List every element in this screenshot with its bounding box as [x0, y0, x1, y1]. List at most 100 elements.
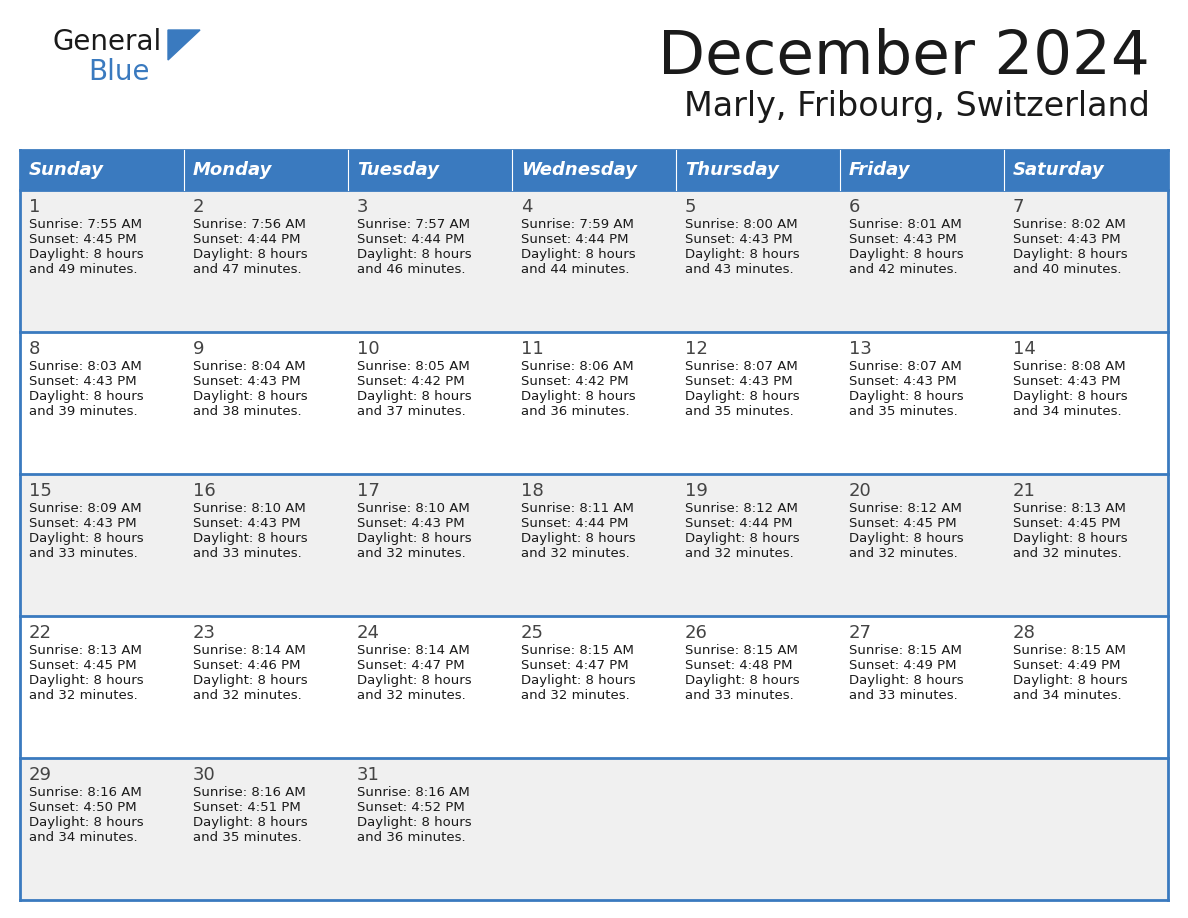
Text: and 35 minutes.: and 35 minutes.: [192, 831, 302, 844]
Text: 2: 2: [192, 198, 204, 216]
Text: Marly, Fribourg, Switzerland: Marly, Fribourg, Switzerland: [684, 90, 1150, 123]
Text: and 39 minutes.: and 39 minutes.: [29, 405, 138, 418]
Text: Sunset: 4:44 PM: Sunset: 4:44 PM: [685, 517, 792, 530]
Text: and 32 minutes.: and 32 minutes.: [29, 689, 138, 702]
Text: Sunrise: 8:05 AM: Sunrise: 8:05 AM: [358, 360, 469, 373]
Text: Sunset: 4:44 PM: Sunset: 4:44 PM: [522, 233, 628, 246]
Text: Daylight: 8 hours: Daylight: 8 hours: [685, 390, 800, 403]
Text: 14: 14: [1013, 340, 1036, 358]
Text: Thursday: Thursday: [685, 161, 779, 179]
Text: 29: 29: [29, 766, 52, 784]
Text: Blue: Blue: [88, 58, 150, 86]
Text: and 33 minutes.: and 33 minutes.: [29, 547, 138, 560]
Text: 1: 1: [29, 198, 40, 216]
Text: 22: 22: [29, 624, 52, 642]
Text: 26: 26: [685, 624, 708, 642]
Text: Sunset: 4:42 PM: Sunset: 4:42 PM: [358, 375, 465, 388]
Text: Daylight: 8 hours: Daylight: 8 hours: [522, 532, 636, 545]
Bar: [348, 150, 512, 190]
Text: Saturday: Saturday: [1013, 161, 1105, 179]
Text: Sunrise: 8:15 AM: Sunrise: 8:15 AM: [849, 644, 962, 657]
Text: Daylight: 8 hours: Daylight: 8 hours: [358, 674, 472, 687]
Bar: [512, 150, 676, 190]
Text: and 32 minutes.: and 32 minutes.: [849, 547, 958, 560]
Text: Daylight: 8 hours: Daylight: 8 hours: [192, 816, 308, 829]
Text: Sunset: 4:45 PM: Sunset: 4:45 PM: [849, 517, 956, 530]
Text: Sunrise: 8:16 AM: Sunrise: 8:16 AM: [358, 786, 469, 799]
Text: Sunset: 4:50 PM: Sunset: 4:50 PM: [29, 801, 137, 814]
Text: Sunrise: 8:12 AM: Sunrise: 8:12 AM: [685, 502, 798, 515]
Text: and 36 minutes.: and 36 minutes.: [522, 405, 630, 418]
Text: 7: 7: [1013, 198, 1024, 216]
Text: December 2024: December 2024: [658, 28, 1150, 87]
Text: Daylight: 8 hours: Daylight: 8 hours: [522, 390, 636, 403]
Text: Sunrise: 7:56 AM: Sunrise: 7:56 AM: [192, 218, 305, 231]
Text: 25: 25: [522, 624, 544, 642]
Text: 27: 27: [849, 624, 872, 642]
Text: 28: 28: [1013, 624, 1036, 642]
Text: 21: 21: [1013, 482, 1036, 500]
Text: and 32 minutes.: and 32 minutes.: [685, 547, 794, 560]
Text: and 35 minutes.: and 35 minutes.: [685, 405, 794, 418]
Text: Daylight: 8 hours: Daylight: 8 hours: [29, 532, 144, 545]
Text: Sunday: Sunday: [29, 161, 105, 179]
Text: Sunrise: 8:09 AM: Sunrise: 8:09 AM: [29, 502, 141, 515]
Text: 31: 31: [358, 766, 380, 784]
Text: Sunrise: 8:14 AM: Sunrise: 8:14 AM: [358, 644, 469, 657]
Text: 6: 6: [849, 198, 860, 216]
Text: Sunrise: 8:13 AM: Sunrise: 8:13 AM: [29, 644, 141, 657]
Text: Sunrise: 8:03 AM: Sunrise: 8:03 AM: [29, 360, 141, 373]
Bar: [20, 332, 1168, 474]
Text: Daylight: 8 hours: Daylight: 8 hours: [29, 390, 144, 403]
Text: and 32 minutes.: and 32 minutes.: [358, 547, 466, 560]
Text: 19: 19: [685, 482, 708, 500]
Text: Sunset: 4:45 PM: Sunset: 4:45 PM: [1013, 517, 1120, 530]
Text: 13: 13: [849, 340, 872, 358]
Text: Daylight: 8 hours: Daylight: 8 hours: [685, 248, 800, 261]
Bar: [1004, 150, 1168, 190]
Text: Daylight: 8 hours: Daylight: 8 hours: [685, 674, 800, 687]
Text: Sunset: 4:44 PM: Sunset: 4:44 PM: [522, 517, 628, 530]
Bar: [20, 190, 1168, 332]
Bar: [840, 150, 1004, 190]
Text: Daylight: 8 hours: Daylight: 8 hours: [192, 532, 308, 545]
Text: Daylight: 8 hours: Daylight: 8 hours: [192, 674, 308, 687]
Text: Sunrise: 7:59 AM: Sunrise: 7:59 AM: [522, 218, 634, 231]
Text: Sunset: 4:43 PM: Sunset: 4:43 PM: [29, 517, 137, 530]
Text: Sunrise: 7:55 AM: Sunrise: 7:55 AM: [29, 218, 143, 231]
Text: 17: 17: [358, 482, 380, 500]
Text: Sunrise: 8:16 AM: Sunrise: 8:16 AM: [192, 786, 305, 799]
Text: Sunset: 4:43 PM: Sunset: 4:43 PM: [1013, 375, 1120, 388]
Text: and 32 minutes.: and 32 minutes.: [522, 547, 630, 560]
Polygon shape: [168, 30, 200, 60]
Text: Sunset: 4:45 PM: Sunset: 4:45 PM: [29, 233, 137, 246]
Text: and 35 minutes.: and 35 minutes.: [849, 405, 958, 418]
Text: and 33 minutes.: and 33 minutes.: [685, 689, 794, 702]
Text: Sunset: 4:43 PM: Sunset: 4:43 PM: [1013, 233, 1120, 246]
Text: 20: 20: [849, 482, 872, 500]
Text: Daylight: 8 hours: Daylight: 8 hours: [29, 248, 144, 261]
Text: Sunset: 4:42 PM: Sunset: 4:42 PM: [522, 375, 628, 388]
Text: Sunset: 4:43 PM: Sunset: 4:43 PM: [849, 375, 956, 388]
Text: Sunset: 4:48 PM: Sunset: 4:48 PM: [685, 659, 792, 672]
Text: Daylight: 8 hours: Daylight: 8 hours: [522, 248, 636, 261]
Text: Daylight: 8 hours: Daylight: 8 hours: [849, 532, 963, 545]
Text: Sunrise: 8:07 AM: Sunrise: 8:07 AM: [685, 360, 798, 373]
Text: Sunrise: 8:02 AM: Sunrise: 8:02 AM: [1013, 218, 1126, 231]
Text: Daylight: 8 hours: Daylight: 8 hours: [849, 390, 963, 403]
Text: Sunset: 4:43 PM: Sunset: 4:43 PM: [192, 517, 301, 530]
Text: Daylight: 8 hours: Daylight: 8 hours: [192, 390, 308, 403]
Text: Sunrise: 7:57 AM: Sunrise: 7:57 AM: [358, 218, 470, 231]
Text: 8: 8: [29, 340, 40, 358]
Text: 30: 30: [192, 766, 216, 784]
Text: Sunrise: 8:13 AM: Sunrise: 8:13 AM: [1013, 502, 1126, 515]
Text: and 44 minutes.: and 44 minutes.: [522, 263, 630, 276]
Text: Daylight: 8 hours: Daylight: 8 hours: [358, 816, 472, 829]
Text: Daylight: 8 hours: Daylight: 8 hours: [849, 248, 963, 261]
Text: Sunrise: 8:14 AM: Sunrise: 8:14 AM: [192, 644, 305, 657]
Text: Sunset: 4:43 PM: Sunset: 4:43 PM: [685, 233, 792, 246]
Text: 5: 5: [685, 198, 696, 216]
Text: and 47 minutes.: and 47 minutes.: [192, 263, 302, 276]
Text: 18: 18: [522, 482, 544, 500]
Text: 3: 3: [358, 198, 368, 216]
